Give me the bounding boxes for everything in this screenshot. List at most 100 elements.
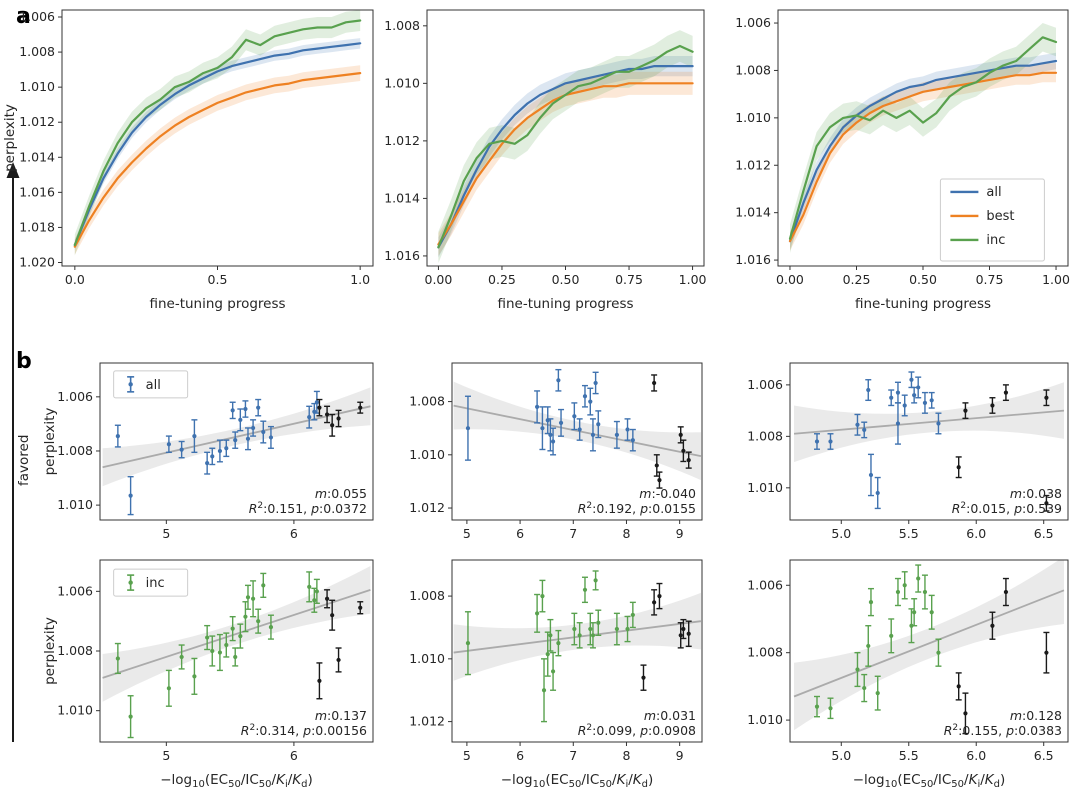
svg-text:0.75: 0.75 [976, 272, 1004, 287]
svg-text:0.0: 0.0 [65, 272, 85, 287]
svg-text:7: 7 [569, 526, 577, 541]
svg-text:1.014: 1.014 [384, 190, 420, 205]
svg-text:1.014: 1.014 [19, 149, 55, 164]
svg-text:6: 6 [516, 748, 524, 763]
svg-text:5: 5 [463, 526, 471, 541]
svg-text:fine-tuning progress: fine-tuning progress [497, 296, 633, 312]
svg-text:5: 5 [162, 748, 170, 763]
svg-text:1.008: 1.008 [57, 643, 93, 658]
svg-text:0.50: 0.50 [909, 272, 937, 287]
svg-text:m:-0.040: m:-0.040 [639, 486, 696, 501]
svg-text:1.010: 1.010 [57, 703, 93, 718]
svg-text:6.0: 6.0 [966, 526, 986, 541]
svg-text:1.008: 1.008 [735, 62, 771, 77]
svg-text:m:0.055: m:0.055 [315, 486, 367, 501]
panel-b-label: b [16, 349, 32, 374]
panel-b-scatter-inc-1: 5 6 1.006 1.008 1.010 perplexity −log10(EC50/I… [40, 554, 381, 794]
svg-text:6: 6 [516, 526, 524, 541]
svg-text:0.00: 0.00 [425, 272, 453, 287]
svg-text:1.006: 1.006 [747, 577, 783, 592]
svg-text:1.010: 1.010 [409, 447, 445, 462]
svg-text:5.0: 5.0 [831, 526, 851, 541]
svg-text:6.0: 6.0 [966, 748, 986, 763]
panel-a-line-chart-3: 0.00 0.25 0.50 0.75 1.00 1.006 1.008 1.010 1.012… [730, 0, 1076, 322]
svg-text:1.010: 1.010 [19, 79, 55, 94]
svg-text:1.012: 1.012 [19, 114, 55, 129]
svg-text:fine-tuning progress: fine-tuning progress [855, 296, 991, 312]
svg-text:0.25: 0.25 [843, 272, 871, 287]
svg-text:1.010: 1.010 [384, 75, 420, 90]
svg-text:1.006: 1.006 [735, 15, 771, 30]
svg-text:R2:0.099, p:0.0908: R2:0.099, p:0.0908 [578, 723, 696, 738]
svg-text:1.008: 1.008 [57, 443, 93, 458]
svg-text:6.5: 6.5 [1034, 748, 1054, 763]
svg-text:1.016: 1.016 [19, 184, 55, 199]
svg-text:1.006: 1.006 [747, 377, 783, 392]
svg-text:1.008: 1.008 [409, 588, 445, 603]
svg-text:perplexity: perplexity [42, 408, 58, 476]
svg-text:1.016: 1.016 [384, 248, 420, 263]
svg-text:8: 8 [622, 526, 630, 541]
svg-text:perplexity: perplexity [2, 104, 18, 172]
svg-text:6: 6 [290, 748, 298, 763]
svg-text:m:0.128: m:0.128 [1010, 708, 1062, 723]
svg-text:1.008: 1.008 [384, 18, 420, 33]
favored-arrow-icon [2, 162, 24, 746]
svg-text:1.0: 1.0 [350, 272, 370, 287]
svg-text:1.012: 1.012 [384, 133, 420, 148]
svg-text:1.008: 1.008 [409, 394, 445, 409]
svg-text:0.25: 0.25 [488, 272, 516, 287]
svg-text:1.008: 1.008 [19, 44, 55, 59]
svg-text:m:0.137: m:0.137 [315, 708, 367, 723]
svg-text:best: best [986, 209, 1014, 224]
svg-text:1.010: 1.010 [747, 712, 783, 727]
svg-text:−log10(EC50/IC50/Ki/Kd): −log10(EC50/IC50/Ki/Kd) [501, 772, 654, 790]
svg-text:1.008: 1.008 [747, 645, 783, 660]
svg-text:1.006: 1.006 [57, 389, 93, 404]
svg-text:fine-tuning progress: fine-tuning progress [149, 296, 285, 312]
svg-text:1.00: 1.00 [1042, 272, 1070, 287]
svg-text:1.016: 1.016 [735, 252, 771, 267]
svg-text:1.014: 1.014 [735, 205, 771, 220]
panel-b-scatter-all-1: 5 6 1.006 1.008 1.010 perplexity m:0.055 R2:0.1… [40, 357, 381, 546]
panel-b-scatter-all-3: 5.0 5.5 6.0 6.5 1.006 1.008 1.010 m:0.038 R2:0.0… [744, 357, 1076, 546]
svg-text:1.018: 1.018 [19, 219, 55, 234]
panel-b-scatter-inc-3: 5.0 5.5 6.0 6.5 1.006 1.008 1.010 −log10(EC50/I… [744, 554, 1076, 794]
svg-text:5: 5 [463, 748, 471, 763]
favored-axis-label: favored [16, 434, 32, 486]
svg-text:1.008: 1.008 [747, 428, 783, 443]
panel-a-label: a [16, 4, 31, 29]
svg-text:5.5: 5.5 [899, 526, 919, 541]
svg-text:0.00: 0.00 [776, 272, 804, 287]
panel-b-scatter-all-2: 5 6 7 8 9 1.008 1.010 1.012 m:-0.040 R2:0.192, p:… [406, 357, 710, 546]
svg-text:1.010: 1.010 [747, 480, 783, 495]
panel-a-line-chart-2: 0.00 0.25 0.50 0.75 1.00 1.008 1.010 1.012 1.014… [379, 0, 712, 322]
panel-b-scatter-inc-2: 5 6 7 8 9 1.008 1.010 1.012 −log10(EC50/IC50/Ki/… [406, 554, 710, 794]
svg-text:R2:0.192, p:0.0155: R2:0.192, p:0.0155 [578, 501, 696, 516]
svg-text:R2:0.155, p:0.0383: R2:0.155, p:0.0383 [944, 723, 1062, 738]
svg-text:1.020: 1.020 [19, 254, 55, 269]
svg-text:7: 7 [569, 748, 577, 763]
svg-text:1.010: 1.010 [409, 651, 445, 666]
svg-text:5: 5 [162, 526, 170, 541]
svg-text:0.5: 0.5 [208, 272, 228, 287]
svg-text:inc: inc [146, 576, 165, 591]
svg-text:1.012: 1.012 [409, 714, 445, 729]
svg-text:5.5: 5.5 [899, 748, 919, 763]
svg-text:9: 9 [676, 748, 684, 763]
svg-text:1.006: 1.006 [57, 583, 93, 598]
svg-text:8: 8 [622, 748, 630, 763]
svg-text:R2:0.314, p:0.00156: R2:0.314, p:0.00156 [241, 723, 367, 738]
svg-text:all: all [986, 185, 1001, 200]
svg-text:6: 6 [290, 526, 298, 541]
svg-text:−log10(EC50/IC50/Ki/Kd): −log10(EC50/IC50/Ki/Kd) [853, 772, 1006, 790]
svg-text:m:0.038: m:0.038 [1010, 486, 1062, 501]
svg-text:0.75: 0.75 [615, 272, 643, 287]
svg-text:all: all [146, 378, 161, 393]
svg-text:9: 9 [676, 526, 684, 541]
svg-text:1.012: 1.012 [735, 157, 771, 172]
svg-text:5.0: 5.0 [831, 748, 851, 763]
svg-text:1.006: 1.006 [19, 9, 55, 24]
svg-text:R2:0.151, p:0.0372: R2:0.151, p:0.0372 [249, 501, 367, 516]
